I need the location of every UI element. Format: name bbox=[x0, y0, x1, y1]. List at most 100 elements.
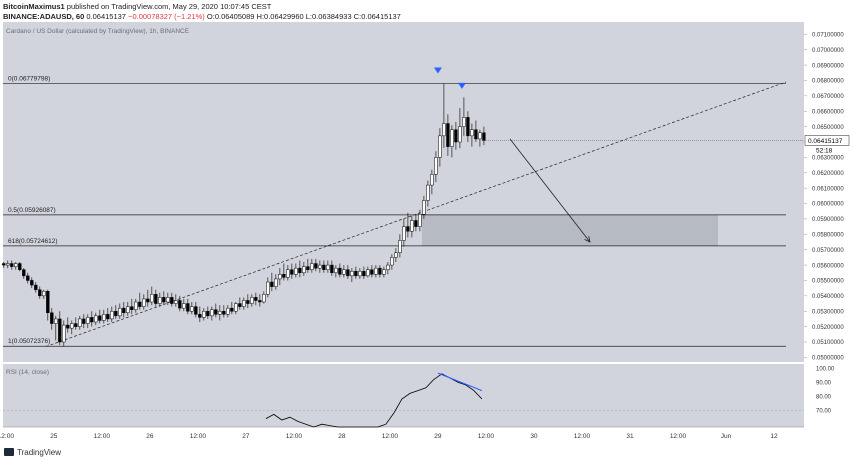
time-tick-label: 27 bbox=[242, 433, 250, 440]
candle-body bbox=[382, 269, 386, 275]
support-zone-layer bbox=[421, 214, 718, 246]
candle-body bbox=[222, 310, 226, 315]
rsi-layer: 100.00 90.00 80.00 70.00 bbox=[3, 366, 835, 428]
time-tick-label: 12:00 bbox=[0, 433, 14, 440]
candle-body bbox=[198, 314, 202, 318]
price-tick-label: 0.06800000 bbox=[812, 79, 844, 85]
footer: TradingView bbox=[0, 445, 850, 461]
candle bbox=[154, 289, 158, 307]
candle bbox=[14, 262, 18, 270]
candle bbox=[426, 180, 430, 207]
candle bbox=[42, 289, 46, 299]
candle bbox=[58, 311, 62, 346]
tradingview-logo[interactable]: TradingView bbox=[4, 448, 61, 457]
candle-body bbox=[238, 303, 242, 307]
publisher-line: BitcoinMaximus1 published on TradingView… bbox=[3, 2, 271, 11]
price-axis-labels: 0.07100000 0.07000000 0.06900000 0.06800000… bbox=[485, 33, 850, 362]
candle-body bbox=[70, 323, 74, 329]
candle bbox=[422, 195, 426, 219]
candle-body bbox=[218, 310, 222, 315]
candle-body bbox=[418, 214, 422, 227]
candle-body bbox=[470, 129, 474, 137]
trendline-layer bbox=[45, 81, 787, 347]
candle bbox=[278, 268, 282, 286]
candle bbox=[250, 294, 254, 307]
candle bbox=[318, 260, 322, 273]
candle bbox=[178, 295, 182, 312]
price-tick-label: 0.05200000 bbox=[812, 325, 844, 331]
price-tick-label: 0.07100000 bbox=[812, 33, 844, 39]
candle bbox=[202, 308, 206, 321]
candle bbox=[398, 234, 402, 258]
candle-body bbox=[186, 303, 190, 312]
candle-body bbox=[166, 297, 170, 303]
candle-body bbox=[326, 264, 330, 270]
price-axis bbox=[804, 22, 850, 444]
time-tick-label: 29 bbox=[434, 433, 442, 440]
support-zone bbox=[421, 214, 718, 246]
candle-body bbox=[102, 314, 106, 321]
candle-body bbox=[410, 220, 414, 232]
candle bbox=[314, 258, 318, 272]
candle-body bbox=[170, 297, 174, 304]
candle-body bbox=[78, 318, 82, 327]
chart-title: Cardano / US Dollar (calculated by Tradi… bbox=[6, 28, 190, 35]
rsi-tick-label: 100.00 bbox=[816, 366, 835, 372]
candle-body bbox=[346, 269, 350, 277]
candle-body bbox=[230, 307, 234, 312]
candle-body bbox=[46, 290, 50, 314]
candle bbox=[194, 302, 198, 318]
candle-body bbox=[174, 300, 178, 304]
candle-body bbox=[214, 309, 218, 315]
projection-arrow-layer bbox=[509, 138, 591, 243]
candle bbox=[34, 282, 38, 293]
projection-arrow-line bbox=[509, 138, 591, 243]
time-tick-label: 30 bbox=[530, 433, 538, 440]
candle-body bbox=[38, 289, 42, 297]
candle bbox=[474, 120, 478, 142]
candle bbox=[390, 254, 394, 270]
candle bbox=[118, 303, 122, 319]
ohlc-values: O:0.06405089 H:0.06429960 L:0.06384933 C… bbox=[206, 12, 401, 21]
candle bbox=[306, 258, 310, 273]
candle-body bbox=[6, 263, 10, 266]
rsi-trendline bbox=[437, 372, 483, 392]
price-tick-label: 0.06700000 bbox=[812, 94, 844, 100]
candle bbox=[150, 286, 154, 306]
tradingview-logo-icon bbox=[4, 448, 14, 456]
candle bbox=[214, 303, 218, 318]
candle-body bbox=[42, 290, 46, 297]
candle-body bbox=[330, 264, 334, 274]
candle-body bbox=[50, 312, 54, 324]
candle bbox=[82, 314, 86, 329]
candle-body bbox=[358, 270, 362, 277]
rsi-tick-label: 80.00 bbox=[816, 394, 832, 400]
candle bbox=[90, 311, 94, 327]
candle-body bbox=[454, 129, 458, 143]
candle bbox=[326, 260, 330, 273]
candle-body bbox=[366, 269, 370, 277]
candle-body bbox=[26, 275, 30, 281]
candle bbox=[438, 128, 442, 167]
candle bbox=[342, 265, 346, 278]
candle bbox=[382, 266, 386, 278]
publish-info: published on TradingView.com, May 29, 20… bbox=[64, 2, 272, 11]
candle bbox=[402, 218, 406, 247]
candle-body bbox=[194, 306, 198, 315]
candle-body bbox=[142, 298, 146, 307]
candle bbox=[26, 272, 30, 284]
fib-label: 0.5(0.05926087) bbox=[8, 207, 56, 214]
candle bbox=[462, 97, 466, 136]
candle bbox=[282, 263, 286, 281]
candle-body bbox=[318, 264, 322, 269]
candle bbox=[22, 268, 26, 279]
time-tick-label: 28 bbox=[338, 433, 346, 440]
candle-body bbox=[138, 301, 142, 307]
candle-body bbox=[342, 269, 346, 275]
candle-body bbox=[302, 266, 306, 274]
time-tick-label: 31 bbox=[626, 433, 634, 440]
candle-body bbox=[22, 269, 26, 277]
candle bbox=[234, 302, 238, 315]
candle bbox=[274, 274, 278, 290]
